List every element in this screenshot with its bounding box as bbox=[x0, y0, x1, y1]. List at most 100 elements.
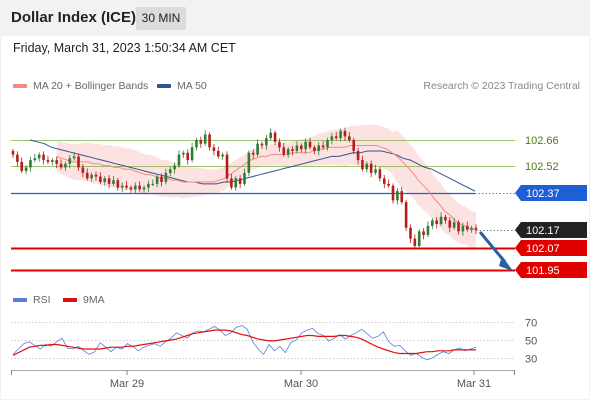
candle bbox=[409, 224, 412, 244]
candle-body bbox=[391, 185, 395, 201]
candle-body bbox=[457, 222, 460, 232]
candle bbox=[404, 199, 408, 232]
candle-body bbox=[164, 172, 168, 183]
candle bbox=[256, 139, 259, 157]
candle-body bbox=[256, 143, 259, 155]
ma50-swatch bbox=[157, 84, 171, 89]
candle-body bbox=[42, 154, 45, 161]
candle bbox=[291, 145, 294, 156]
candle bbox=[470, 225, 473, 233]
candle bbox=[195, 137, 198, 151]
candle bbox=[85, 168, 89, 181]
candle bbox=[64, 161, 67, 171]
forecast-arrowhead bbox=[499, 256, 513, 271]
candle bbox=[265, 134, 268, 150]
level-tag-bg bbox=[515, 185, 587, 201]
candle bbox=[103, 176, 107, 186]
candle bbox=[396, 187, 399, 205]
legend-9ma: 9MA bbox=[63, 294, 105, 306]
candle bbox=[269, 128, 273, 141]
candle bbox=[382, 175, 386, 189]
candle-body bbox=[125, 185, 128, 188]
candle bbox=[422, 228, 425, 240]
candle bbox=[24, 165, 28, 175]
credit-text: Research © 2023 Trading Central bbox=[423, 80, 580, 92]
ma9-swatch bbox=[63, 298, 77, 303]
candle bbox=[59, 159, 63, 170]
candle-body bbox=[173, 165, 176, 170]
candle-body bbox=[68, 158, 72, 164]
legend-ma20: MA 20 + Bollinger Bands bbox=[13, 80, 148, 92]
candle-body bbox=[352, 140, 355, 151]
ma50-line bbox=[29, 139, 476, 192]
x-tick-label: Mar 31 bbox=[457, 378, 491, 390]
candle bbox=[365, 161, 369, 173]
candle bbox=[299, 143, 303, 153]
candle bbox=[317, 142, 321, 156]
candle-body bbox=[461, 225, 465, 232]
candle-body bbox=[155, 176, 159, 184]
candle-body bbox=[396, 191, 399, 201]
ma50-label: MA 50 bbox=[177, 80, 207, 92]
candle bbox=[177, 150, 181, 168]
candle-body bbox=[103, 178, 107, 183]
candle bbox=[182, 150, 185, 158]
candle-body bbox=[46, 160, 50, 162]
candle bbox=[278, 138, 281, 152]
candle-body bbox=[356, 150, 360, 161]
candle-body bbox=[339, 130, 342, 139]
candle bbox=[238, 175, 242, 189]
candle bbox=[313, 145, 316, 155]
candle bbox=[186, 149, 190, 165]
candle bbox=[208, 132, 211, 151]
candle bbox=[55, 156, 58, 169]
x-tick-label: Mar 30 bbox=[284, 378, 318, 390]
candle-body bbox=[203, 134, 207, 144]
candle-body bbox=[404, 202, 408, 228]
level-tag-support-1: 102.07 bbox=[515, 240, 587, 256]
candle bbox=[251, 149, 255, 160]
candle-body bbox=[216, 150, 220, 157]
candle-body bbox=[116, 180, 120, 188]
candle bbox=[160, 173, 163, 187]
candle-body bbox=[348, 136, 351, 140]
candle-body bbox=[247, 152, 251, 173]
level-label-resistance-1: 102.52 bbox=[525, 161, 559, 173]
candle bbox=[417, 229, 421, 250]
candle-body bbox=[426, 225, 430, 236]
rsi-swatch bbox=[13, 298, 27, 303]
candle-body bbox=[142, 187, 146, 190]
candle bbox=[164, 168, 168, 185]
candle-body bbox=[278, 141, 281, 148]
candle-body bbox=[160, 176, 163, 183]
level-tag-last-price: 102.17 bbox=[515, 222, 587, 238]
candle-body bbox=[147, 183, 150, 188]
candle bbox=[216, 146, 220, 159]
candle bbox=[330, 133, 334, 145]
candle-body bbox=[334, 136, 338, 139]
candle-body bbox=[378, 169, 382, 179]
x-tick-label: Mar 29 bbox=[110, 378, 144, 390]
candle-body bbox=[182, 152, 185, 155]
candle-body bbox=[313, 147, 316, 151]
candle-body bbox=[431, 220, 434, 226]
timeframe-badge[interactable]: 30 MIN bbox=[136, 7, 186, 30]
candle-body bbox=[374, 169, 377, 173]
level-tag-support-2: 101.95 bbox=[515, 262, 587, 278]
candle bbox=[33, 153, 37, 163]
candle-body bbox=[474, 227, 478, 230]
candle bbox=[374, 164, 377, 176]
candle-body bbox=[212, 147, 216, 151]
candle bbox=[125, 181, 128, 190]
candle bbox=[203, 130, 207, 146]
candle bbox=[173, 162, 176, 174]
candle-body bbox=[24, 167, 28, 172]
candle-body bbox=[199, 140, 203, 144]
candle bbox=[369, 160, 373, 178]
candle-body bbox=[369, 163, 373, 173]
candle-body bbox=[365, 163, 369, 170]
candle bbox=[247, 150, 251, 177]
candle-body bbox=[186, 152, 190, 161]
level-tag-bg bbox=[515, 240, 587, 256]
level-tag-bg bbox=[515, 222, 587, 238]
